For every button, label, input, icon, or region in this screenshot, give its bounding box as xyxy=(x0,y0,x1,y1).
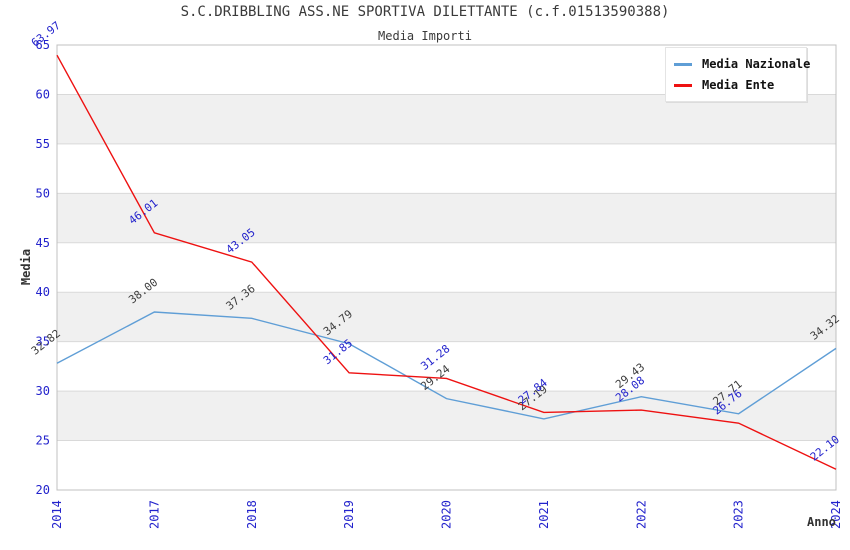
y-tick-label: 65 xyxy=(36,38,50,52)
chart-title: S.C.DRIBBLING ASS.NE SPORTIVA DILETTANTE… xyxy=(180,4,670,20)
plot-band xyxy=(57,292,836,342)
y-tick-label: 35 xyxy=(36,335,50,349)
x-tick-label: 2024 xyxy=(829,500,843,529)
legend-swatch-media-ente-icon xyxy=(674,83,692,87)
x-tick-label: 2018 xyxy=(245,500,259,529)
y-tick-label: 55 xyxy=(36,137,50,151)
y-tick-label: 25 xyxy=(36,434,50,448)
x-tick-label: 2021 xyxy=(537,500,551,529)
series-line-media-nazionale xyxy=(56,311,837,420)
x-tick-label: 2014 xyxy=(50,500,64,529)
x-tick-label: 2022 xyxy=(634,500,648,529)
plot-band xyxy=(57,391,836,441)
x-tick-label: 2017 xyxy=(147,500,161,529)
legend-item-media-ente: Media Ente xyxy=(674,78,798,92)
y-tick-label: 50 xyxy=(36,186,50,200)
y-tick-label: 30 xyxy=(36,384,50,398)
data-label: 32.82 xyxy=(29,327,63,358)
plot-band xyxy=(57,94,836,144)
plot-band xyxy=(57,193,836,243)
legend-label-media-ente: Media Ente xyxy=(702,78,775,92)
chart-subtitle: Media Importi xyxy=(378,29,472,43)
y-tick-label: 20 xyxy=(36,483,50,497)
plot-border xyxy=(56,44,837,491)
x-tick-label: 2020 xyxy=(440,500,454,529)
x-tick-label: 2019 xyxy=(342,500,356,529)
x-axis-title: Anno xyxy=(807,515,836,529)
legend-label-media-nazionale: Media Nazionale xyxy=(702,57,811,71)
series-line-media-ente xyxy=(56,54,837,470)
y-tick-label: 45 xyxy=(36,236,50,250)
legend: Media Nazionale Media Ente xyxy=(665,47,810,102)
x-tick-label: 2023 xyxy=(732,500,746,529)
y-axis-title: Media xyxy=(19,248,34,286)
y-tick-label: 40 xyxy=(36,285,50,299)
y-tick-label: 60 xyxy=(36,87,50,101)
legend-swatch-media-nazionale-icon xyxy=(674,62,692,66)
legend-item-media-nazionale: Media Nazionale xyxy=(674,57,810,71)
